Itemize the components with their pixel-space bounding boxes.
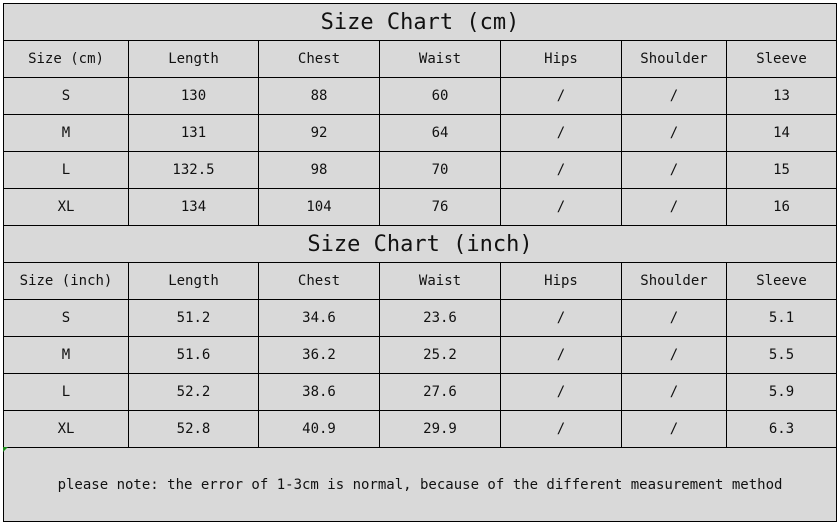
table-cell: 5.1 xyxy=(726,299,837,337)
table-cell: 14 xyxy=(726,114,837,152)
table-cell: / xyxy=(500,336,622,374)
table-cell: L xyxy=(3,373,129,411)
column-header: Hips xyxy=(500,262,622,300)
table-cell: 38.6 xyxy=(258,373,380,411)
column-header: Waist xyxy=(379,40,501,78)
table-cell: 52.2 xyxy=(128,373,259,411)
table-cell: 130 xyxy=(128,77,259,115)
table-cell: 13 xyxy=(726,77,837,115)
table-cell: 25.2 xyxy=(379,336,501,374)
table-cell: XL xyxy=(3,410,129,448)
column-header: Size (inch) xyxy=(3,262,129,300)
column-header: Shoulder xyxy=(621,262,727,300)
column-header: Waist xyxy=(379,262,501,300)
table-cell: / xyxy=(621,299,727,337)
table-cell: 15 xyxy=(726,151,837,189)
table-cell: / xyxy=(500,410,622,448)
table-cell: 51.2 xyxy=(128,299,259,337)
column-header: Hips xyxy=(500,40,622,78)
table-cell: 60 xyxy=(379,77,501,115)
column-header: Sleeve xyxy=(726,40,837,78)
table-cell: / xyxy=(621,77,727,115)
table-cell: 5.9 xyxy=(726,373,837,411)
column-header: Shoulder xyxy=(621,40,727,78)
table-row: S 51.2 34.6 23.6//5.1 xyxy=(3,299,837,337)
table-cell: 36.2 xyxy=(258,336,380,374)
table-cell: 70 xyxy=(379,151,501,189)
table-cell: 40.9 xyxy=(258,410,380,448)
column-header: Chest xyxy=(258,40,380,78)
column-header: Sleeve xyxy=(726,262,837,300)
table-cell: 88 xyxy=(258,77,380,115)
table-cell: S xyxy=(3,299,129,337)
table-row: M 51.6 36.2 25.2//5.5 xyxy=(3,336,837,374)
column-header: Size (cm) xyxy=(3,40,129,78)
table-cell: 16 xyxy=(726,188,837,226)
inch-table-title: Size Chart (inch) xyxy=(3,225,837,263)
measurement-note: please note: the error of 1-3cm is norma… xyxy=(3,447,837,522)
size-chart-table: Size Chart (cm) Size (cm) Length Chest Waist… xyxy=(3,3,837,522)
column-header: Chest xyxy=(258,262,380,300)
table-cell: 92 xyxy=(258,114,380,152)
table-cell: 52.8 xyxy=(128,410,259,448)
table-cell: 98 xyxy=(258,151,380,189)
table-cell: / xyxy=(621,151,727,189)
table-cell: / xyxy=(500,114,622,152)
table-cell: / xyxy=(500,373,622,411)
table-cell: / xyxy=(500,299,622,337)
header-row: Size (cm) Length Chest Waist Hips Shoulder Sle… xyxy=(3,40,837,78)
table-cell: 64 xyxy=(379,114,501,152)
cm-table-title: Size Chart (cm) xyxy=(3,3,837,41)
table-cell: / xyxy=(621,114,727,152)
table-cell: XL xyxy=(3,188,129,226)
column-header: Length xyxy=(128,40,259,78)
table-cell: / xyxy=(500,188,622,226)
table-cell: / xyxy=(621,336,727,374)
table-cell: 5.5 xyxy=(726,336,837,374)
table-cell: S xyxy=(3,77,129,115)
table-cell: 131 xyxy=(128,114,259,152)
table-cell: M xyxy=(3,336,129,374)
table-row: XL 134 104 76//16 xyxy=(3,188,837,226)
table-cell: L xyxy=(3,151,129,189)
table-cell: 132.5 xyxy=(128,151,259,189)
table-cell: / xyxy=(621,410,727,448)
header-row: Size (inch) Length Chest Waist Hips Shoulder S… xyxy=(3,262,837,300)
table-cell: 34.6 xyxy=(258,299,380,337)
table-cell: 134 xyxy=(128,188,259,226)
table-cell: / xyxy=(500,151,622,189)
table-cell: 76 xyxy=(379,188,501,226)
table-cell: 27.6 xyxy=(379,373,501,411)
table-row: M 131 92 64//14 xyxy=(3,114,837,152)
table-cell: / xyxy=(500,77,622,115)
table-row: S 130 88 60//13 xyxy=(3,77,837,115)
cell-comment-marker xyxy=(3,447,8,452)
table-cell: 6.3 xyxy=(726,410,837,448)
table-row: XL 52.8 40.9 29.9//6.3 xyxy=(3,410,837,448)
column-header: Length xyxy=(128,262,259,300)
table-cell: 23.6 xyxy=(379,299,501,337)
table-cell: / xyxy=(621,188,727,226)
table-cell: 104 xyxy=(258,188,380,226)
table-row: L 52.2 38.6 27.6//5.9 xyxy=(3,373,837,411)
table-cell: 29.9 xyxy=(379,410,501,448)
table-cell: 51.6 xyxy=(128,336,259,374)
table-cell: / xyxy=(621,373,727,411)
table-cell: M xyxy=(3,114,129,152)
table-row: L 132.5 98 70//15 xyxy=(3,151,837,189)
